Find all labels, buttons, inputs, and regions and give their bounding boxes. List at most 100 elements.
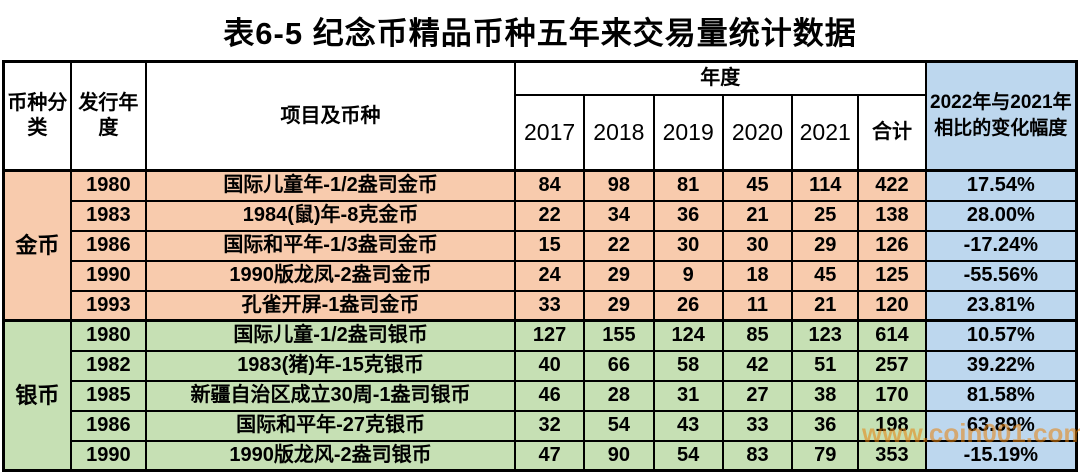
- cell-2019: 81: [652, 169, 724, 202]
- cell-2021: 36: [791, 409, 860, 442]
- cell-2018: 54: [583, 409, 655, 442]
- cell-item: 1990版龙凤-2盎司金币: [145, 259, 516, 292]
- cell-2021: 29: [791, 229, 860, 262]
- cell-2018: 22: [583, 229, 655, 262]
- cell-item: 国际和平年-27克银币: [145, 409, 516, 442]
- cell-2021: 123: [791, 319, 860, 352]
- cell-item: 1990版龙风-2盎司银币: [145, 439, 516, 472]
- cell-2020: 83: [721, 439, 794, 472]
- table-row: 1993 孔雀开屏-1盎司金币 33 29 26 11 21 120 23.81…: [4, 289, 1078, 322]
- cell-2021: 25: [791, 199, 860, 232]
- silver-section: 银币 1980 国际儿童-1/2盎司银币 127 155 124 85 123 …: [2, 319, 1078, 472]
- cell-2020: 30: [721, 229, 794, 262]
- header-item: 项目及币种: [145, 60, 516, 172]
- cell-change: -55.56%: [924, 259, 1078, 292]
- cell-2021: 79: [791, 439, 860, 472]
- cell-2017: 24: [513, 259, 586, 292]
- cell-item: 国际儿童年-1/2盎司金币: [145, 169, 516, 202]
- header-year-2018: 2018: [583, 94, 655, 172]
- cell-2019: 30: [652, 229, 724, 262]
- cell-change: 63.89%: [924, 409, 1078, 442]
- table-row: 1986 国际和平年-27克银币 32 54 43 33 36 198 63.8…: [4, 409, 1078, 442]
- table-row: 1990 1990版龙风-2盎司银币 47 90 54 83 79 353 -1…: [4, 439, 1078, 472]
- header-coin-class: 币种分类: [2, 60, 72, 172]
- cell-2020: 18: [721, 259, 794, 292]
- cell-2020: 21: [721, 199, 794, 232]
- cell-2019: 26: [652, 289, 724, 322]
- cell-item: 国际儿童-1/2盎司银币: [145, 319, 516, 352]
- cell-issue-year: 1990: [69, 259, 148, 292]
- cell-total: 257: [857, 349, 927, 382]
- cell-issue-year: 1993: [69, 289, 148, 322]
- coin-stats-table: 币种分类 发行年度 项目及币种 年度 2022年与2021年相比的变化幅度 20…: [2, 60, 1078, 472]
- table-header: 币种分类 发行年度 项目及币种 年度 2022年与2021年相比的变化幅度 20…: [2, 60, 1078, 172]
- cell-change: 39.22%: [924, 349, 1078, 382]
- cell-issue-year: 1980: [69, 169, 148, 202]
- cell-item: 孔雀开屏-1盎司金币: [145, 289, 516, 322]
- cell-2021: 21: [791, 289, 860, 322]
- cell-total: 614: [857, 319, 927, 352]
- cell-2019: 36: [652, 199, 724, 232]
- cell-item: 新疆自治区成立30周-1盎司银币: [145, 379, 516, 412]
- cell-2021: 45: [791, 259, 860, 292]
- cell-change: -15.19%: [924, 439, 1078, 472]
- table-row: 1986 国际和平年-1/3盎司金币 15 22 30 30 29 126 -1…: [4, 229, 1078, 262]
- cell-change: 81.58%: [924, 379, 1078, 412]
- header-year-2017: 2017: [513, 94, 586, 172]
- cell-2017: 15: [513, 229, 586, 262]
- cell-2017: 33: [513, 289, 586, 322]
- cell-2017: 46: [513, 379, 586, 412]
- cell-issue-year: 1986: [69, 229, 148, 262]
- header-change: 2022年与2021年相比的变化幅度: [924, 60, 1078, 172]
- cell-2017: 22: [513, 199, 586, 232]
- cell-2018: 66: [583, 349, 655, 382]
- cell-item: 1984(鼠)年-8克金币: [145, 199, 516, 232]
- cell-2020: 11: [721, 289, 794, 322]
- cell-2019: 9: [652, 259, 724, 292]
- table-row: 1990 1990版龙凤-2盎司金币 24 29 9 18 45 125 -55…: [4, 259, 1078, 292]
- header-year-group: 年度: [513, 60, 927, 96]
- cell-2019: 54: [652, 439, 724, 472]
- cell-2018: 29: [583, 259, 655, 292]
- cell-change: 10.57%: [924, 319, 1078, 352]
- cell-total: 125: [857, 259, 927, 292]
- cell-2021: 38: [791, 379, 860, 412]
- cell-item: 1983(猪)年-15克银币: [145, 349, 516, 382]
- cell-total: 126: [857, 229, 927, 262]
- header-total: 合计: [857, 94, 927, 172]
- cell-total: 353: [857, 439, 927, 472]
- header-year-2019: 2019: [652, 94, 724, 172]
- cell-change: 23.81%: [924, 289, 1078, 322]
- cell-change: 17.54%: [924, 169, 1078, 202]
- cell-2021: 114: [791, 169, 860, 202]
- cell-2018: 28: [583, 379, 655, 412]
- gold-section: 金币 1980 国际儿童年-1/2盎司金币 84 98 81 45 114 42…: [2, 169, 1078, 322]
- table-row: 银币 1980 国际儿童-1/2盎司银币 127 155 124 85 123 …: [2, 319, 1078, 472]
- section-label-gold: 金币: [2, 169, 72, 322]
- table-row: 1983 1984(鼠)年-8克金币 22 34 36 21 25 138 28…: [4, 199, 1078, 232]
- cell-total: 170: [857, 379, 927, 412]
- cell-2021: 51: [791, 349, 860, 382]
- table-row: 1985 新疆自治区成立30周-1盎司银币 46 28 31 27 38 170…: [4, 379, 1078, 412]
- cell-total: 120: [857, 289, 927, 322]
- cell-total: 198: [857, 409, 927, 442]
- cell-change: -17.24%: [924, 229, 1078, 262]
- cell-2018: 90: [583, 439, 655, 472]
- cell-2020: 33: [721, 409, 794, 442]
- cell-2017: 127: [513, 319, 586, 352]
- cell-2018: 34: [583, 199, 655, 232]
- cell-2020: 85: [721, 319, 794, 352]
- cell-change: 28.00%: [924, 199, 1078, 232]
- cell-issue-year: 1982: [69, 349, 148, 382]
- cell-issue-year: 1980: [69, 319, 148, 352]
- section-label-silver: 银币: [2, 319, 72, 472]
- cell-2019: 43: [652, 409, 724, 442]
- cell-issue-year: 1986: [69, 409, 148, 442]
- table-row: 1982 1983(猪)年-15克银币 40 66 58 42 51 257 3…: [4, 349, 1078, 382]
- cell-total: 422: [857, 169, 927, 202]
- header-year-2021: 2021: [791, 94, 860, 172]
- cell-2019: 124: [652, 319, 724, 352]
- table-row: 金币 1980 国际儿童年-1/2盎司金币 84 98 81 45 114 42…: [2, 169, 1078, 322]
- cell-issue-year: 1983: [69, 199, 148, 232]
- cell-2020: 42: [721, 349, 794, 382]
